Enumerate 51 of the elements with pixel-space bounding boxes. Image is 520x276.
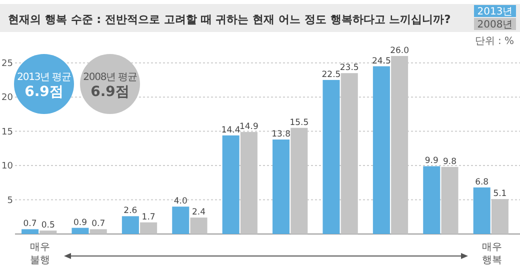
data-label: 0.5 <box>41 220 55 231</box>
bar <box>272 140 290 234</box>
y-tick-label: 10 <box>2 162 14 172</box>
data-label: 0.7 <box>92 219 106 230</box>
bar <box>372 66 390 234</box>
data-label: 23.5 <box>340 63 359 74</box>
data-label: 13.8 <box>272 130 291 140</box>
data-label: 15.5 <box>290 118 309 128</box>
bar <box>122 216 139 234</box>
bar <box>473 187 490 234</box>
data-label: 14.4 <box>221 125 240 136</box>
text: 2008년 <box>477 20 513 30</box>
text: 단위 : % <box>474 36 514 47</box>
bar <box>172 206 190 234</box>
data-label: 4.0 <box>174 196 188 207</box>
text: 매우 불행 <box>30 242 50 266</box>
data-label: 9.9 <box>424 156 438 166</box>
text: 매우 행복 <box>482 242 502 266</box>
data-label: 6.8 <box>475 177 489 188</box>
y-tick-label: 20 <box>2 93 14 104</box>
text: 2013년 <box>477 6 513 18</box>
y-tick-label: 25 <box>2 58 13 69</box>
data-label: 1.7 <box>142 212 156 222</box>
y-tick-label: 15 <box>2 127 13 138</box>
bar <box>190 218 208 234</box>
bar <box>222 135 240 234</box>
bar <box>423 166 440 234</box>
bar <box>140 222 158 234</box>
annotation: 2013년 평균 <box>17 72 72 83</box>
y-tick-label: 5 <box>7 196 13 206</box>
annotation: 6.9점 <box>24 84 64 100</box>
annotation: 2008년 평균 <box>83 72 138 83</box>
data-label: 24.5 <box>372 56 391 66</box>
circle-badge: 2008년 평균 6.9점 <box>80 54 140 114</box>
bar <box>40 230 57 234</box>
bar <box>90 229 107 234</box>
annotation: 6.9점 <box>90 84 130 100</box>
data-label: 0.9 <box>73 218 88 228</box>
data-label: 26.0 <box>390 46 410 56</box>
data-label: 5.1 <box>493 189 507 200</box>
chart-title: 현재의 행복 수준 : 전반적으로 고려할 때 귀하는 현재 어느 정도 행복하다고 느끼십니까? <box>8 13 451 26</box>
data-label: 9.8 <box>442 156 457 167</box>
bar <box>22 229 39 234</box>
data-label: 2.4 <box>192 208 206 218</box>
data-label: 22.5 <box>322 70 341 80</box>
bar <box>72 228 89 234</box>
circle-badge: 2013년 평균 6.9점 <box>14 54 74 114</box>
data-label: 2.6 <box>124 206 138 216</box>
data-label: 14.9 <box>239 122 258 132</box>
data-label: 0.7 <box>23 219 37 230</box>
bar <box>322 80 340 234</box>
